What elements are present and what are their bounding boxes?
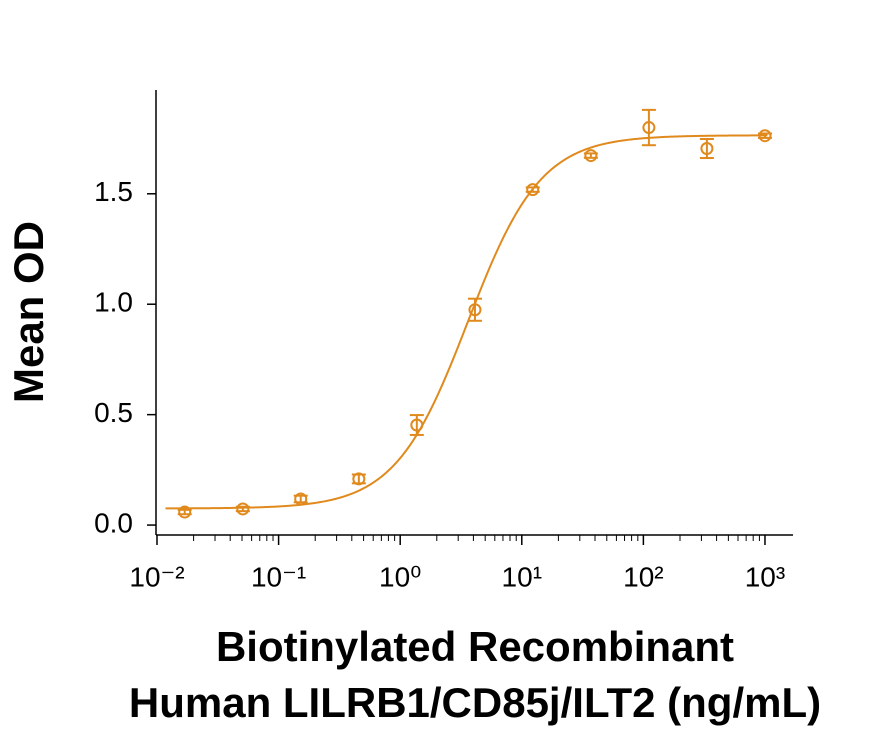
x-axis-title: Human LILRB1/CD85j/ILT2 (ng/mL) — [129, 679, 821, 726]
x-tick-label: 10⁰ — [379, 561, 421, 592]
y-tick-label: 0.5 — [94, 397, 133, 428]
x-tick-label: 10⁻² — [129, 561, 184, 592]
data-point — [468, 303, 482, 317]
x-tick-label: 10² — [623, 561, 663, 592]
data-point — [236, 502, 250, 516]
data-point — [352, 472, 366, 486]
x-tick-label: 10⁻¹ — [251, 561, 306, 592]
y-tick-label: 1.5 — [94, 176, 133, 207]
y-tick-label: 1.0 — [94, 287, 133, 318]
data-point — [410, 418, 424, 432]
x-tick-label: 10³ — [745, 561, 785, 592]
data-point — [758, 129, 772, 143]
y-tick-label: 0.0 — [94, 507, 133, 538]
data-point — [642, 121, 656, 135]
x-axis-title: Biotinylated Recombinant — [216, 623, 734, 670]
data-point — [526, 183, 540, 197]
x-tick-label: 10¹ — [502, 561, 542, 592]
y-axis-title: Mean OD — [5, 221, 52, 403]
data-point — [584, 149, 598, 163]
data-point — [700, 142, 714, 156]
data-point — [294, 492, 308, 506]
data-point — [178, 505, 192, 519]
fit-curve — [165, 134, 768, 510]
